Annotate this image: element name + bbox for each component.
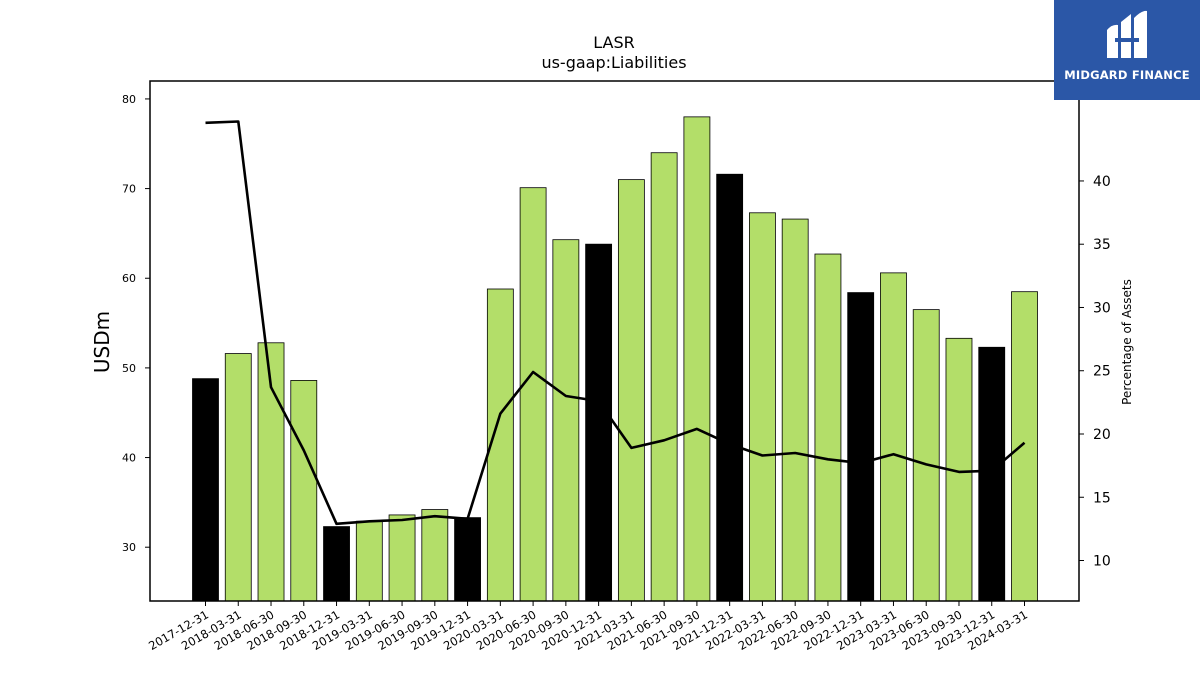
- brand-mark-icon: [1107, 10, 1147, 58]
- bar-2020-12-31: [585, 243, 613, 602]
- chart-subtitle: us-gaap:Liabilities: [541, 53, 687, 72]
- brand-logo: MIDGARD FINANCE: [1054, 0, 1200, 100]
- bar-2021-06-30: [650, 152, 678, 602]
- bar-2023-03-31: [880, 272, 907, 602]
- y-axis-right: 10 15 20 25 30 35 40: [1079, 174, 1111, 570]
- y-tick-label: 80: [122, 93, 136, 106]
- bar-2023-06-30: [912, 309, 940, 602]
- y2-tick-label: 30: [1093, 300, 1111, 316]
- y-tick-label: 60: [122, 272, 136, 285]
- bar-2019-09-30: [421, 509, 449, 602]
- bar-2019-06-30: [388, 514, 416, 602]
- y2-tick-label: 40: [1093, 174, 1111, 190]
- plot-frame: [149, 80, 1080, 602]
- y2-tick-label: 25: [1093, 364, 1111, 380]
- bar-2023-12-31: [978, 346, 1006, 602]
- x-axis: 2017-12-312018-03-312018-06-302018-09-30…: [146, 601, 1030, 653]
- y-tick-label: 50: [122, 362, 136, 375]
- y-tick-label: 40: [122, 452, 136, 465]
- y2-tick-label: 15: [1093, 490, 1111, 506]
- bar-2020-09-30: [552, 239, 580, 602]
- bar-2022-03-31: [749, 212, 776, 602]
- bar-2022-09-30: [814, 253, 842, 602]
- bar-2018-09-30: [290, 380, 318, 602]
- bar-2017-12-31: [192, 378, 219, 602]
- bar-2021-12-31: [716, 173, 744, 602]
- chart-title: LASR: [593, 33, 635, 52]
- percentage-of-assets-line: [205, 120, 1026, 526]
- y-tick-label: 30: [122, 541, 136, 554]
- bar-2018-03-31: [224, 353, 252, 602]
- y2-tick-label: 10: [1093, 554, 1111, 570]
- brand-name: MIDGARD FINANCE: [1064, 68, 1190, 82]
- bar-2022-12-31: [847, 292, 875, 602]
- y2-tick-label: 35: [1093, 237, 1111, 253]
- y-axis-label: USDm: [90, 311, 114, 373]
- bar-2022-06-30: [781, 218, 809, 602]
- y2-tick-label: 20: [1093, 427, 1111, 443]
- bars-layer: [192, 116, 1038, 602]
- bar-2021-03-31: [617, 179, 645, 602]
- y2-axis-label: Percentage of Assets: [1120, 279, 1134, 405]
- bar-2021-09-30: [683, 116, 711, 602]
- bar-2019-03-31: [355, 520, 383, 602]
- bar-2024-03-31: [1011, 291, 1038, 602]
- y-axis-left: 30 40 50 60 70 80: [122, 93, 150, 554]
- line-layer: [205, 120, 1026, 526]
- bar-2020-06-30: [519, 187, 547, 602]
- bar-2019-12-31: [454, 517, 481, 602]
- y-tick-label: 70: [122, 183, 136, 196]
- bar-2018-12-31: [323, 526, 350, 602]
